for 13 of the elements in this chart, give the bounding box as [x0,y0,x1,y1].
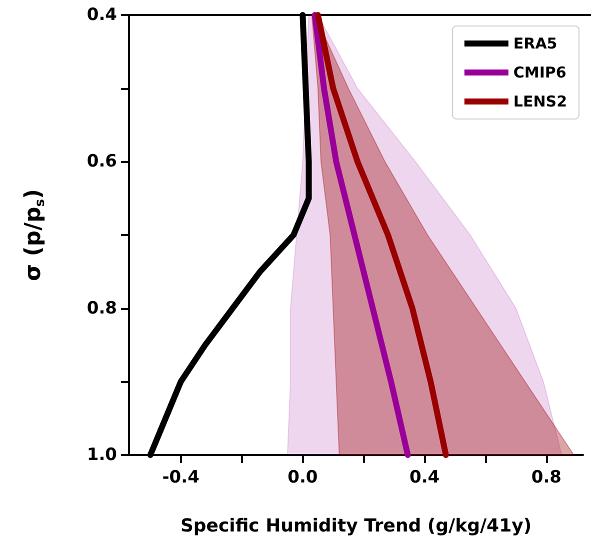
y-tick-label: 0.6 [86,152,117,172]
x-tick-label: 0.0 [288,468,318,488]
legend-label: LENS2 [513,92,568,110]
legend-label: CMIP6 [513,64,566,82]
x-tick-label: -0.4 [162,468,200,488]
legend-label: ERA5 [513,34,558,52]
y-tick-label: 0.8 [86,298,117,318]
x-tick-label: 0.4 [409,468,440,488]
x-axis-title: Specific Humidity Trend (g/kg/41y) [180,516,532,536]
y-tick-label: 0.4 [86,5,118,25]
x-tick-label: 0.8 [531,468,562,488]
y-axis-title: σ (p/ps) [21,188,48,282]
y-tick-label: 1.0 [86,445,118,465]
